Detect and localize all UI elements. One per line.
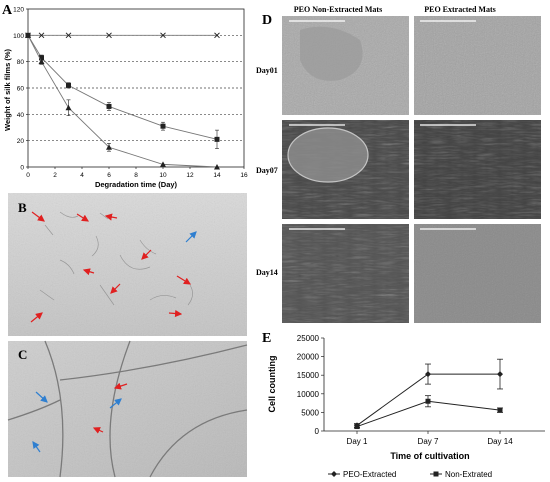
x-tick-label: 10 (159, 172, 167, 179)
series-line-triangle (27, 35, 218, 168)
panel-a-gridlines (28, 34, 244, 142)
panel-e-legend: PEO-Extracted Non-Extrated (328, 470, 492, 479)
point-triangle (214, 164, 220, 170)
series-line-square (356, 400, 501, 428)
panel-a-x-label: Degradation time (Day) (95, 180, 178, 189)
panel-b-letter: B (18, 200, 27, 215)
panel-e-letter: E (262, 331, 271, 346)
y-tick-label: 60 (17, 86, 25, 93)
panel-b-red-arrows (30, 211, 192, 323)
panel-d-row-day01: Day01 (256, 66, 278, 75)
point-square (66, 82, 71, 88)
point-square (39, 55, 44, 61)
y-tick-label: 40 (17, 112, 25, 119)
panel-d-scale-bars (289, 20, 476, 230)
x-tick-label: Day 14 (487, 437, 513, 446)
x-tick-label: Day 7 (418, 437, 439, 446)
point-triangle (38, 58, 45, 65)
point-triangle (25, 32, 31, 38)
panel-a-y-label: Weight of silk films (%) (3, 49, 12, 131)
point-triangle (106, 144, 112, 150)
panel-c-letter: C (18, 347, 27, 362)
point-x (214, 32, 220, 39)
point-square (214, 136, 220, 142)
y-tick-label: 20000 (297, 353, 320, 362)
panel-c: C (7, 340, 248, 478)
x-tick-label: 6 (107, 172, 111, 179)
panel-c-cracks (7, 340, 248, 478)
point-triangle (65, 104, 72, 111)
point-diamond (497, 371, 503, 378)
x-tick-label: 4 (80, 172, 84, 179)
y-tick-label: 25000 (297, 334, 320, 343)
panel-e-y-ticks: 0 5000 10000 15000 20000 25000 (297, 334, 324, 436)
y-tick-label: 20 (17, 138, 25, 145)
panel-a-y-ticks: 0 20 40 60 80 100 120 (13, 7, 28, 172)
point-triangle (160, 161, 166, 167)
panel-b: B (8, 193, 247, 336)
panel-d-row-day14: Day14 (256, 268, 278, 277)
panel-d-col1-header: PEO Non-Extracted Mats (294, 5, 382, 14)
panel-a-series (25, 32, 220, 170)
panel-b-cells (39, 211, 193, 306)
panel-d-col2-header: PEO Extracted Mats (424, 5, 496, 14)
legend-peo-extracted: PEO-Extracted (343, 470, 396, 479)
x-tick-label: 0 (26, 172, 30, 179)
y-tick-label: 0 (315, 427, 320, 436)
panel-c-blue-arrows (32, 391, 122, 453)
legend-square-icon (433, 471, 439, 477)
point-x (160, 32, 166, 39)
legend-non-extrated: Non-Extrated (445, 470, 492, 479)
y-tick-label: 80 (17, 59, 25, 66)
legend-diamond-icon (331, 471, 337, 477)
x-tick-label: 14 (213, 172, 221, 179)
panel-a: A 0 20 40 60 80 100 120 0 2 4 6 8 10 12 14 16 Weight o… (2, 3, 248, 189)
point-x (38, 32, 45, 39)
x-tick-label: 12 (186, 172, 194, 179)
panel-d-letter: D (262, 13, 272, 28)
y-tick-label: 10000 (297, 390, 320, 399)
x-tick-label: 16 (240, 172, 248, 179)
panel-e-series (354, 358, 503, 430)
panel-e-x-label: Time of cultivation (390, 451, 469, 461)
point-square (106, 103, 112, 109)
y-tick-label: 15000 (297, 371, 320, 380)
point-square (160, 123, 166, 129)
x-tick-label: 8 (134, 172, 138, 179)
panel-e-x-ticks: Day 1 Day 7 Day 14 (347, 431, 513, 446)
panel-e-y-label: Cell counting (267, 356, 277, 413)
y-tick-label: 120 (13, 7, 24, 14)
panel-d: D PEO Non-Extracted Mats PEO Extracted M… (256, 5, 541, 323)
panel-b-blue-arrow (185, 231, 197, 243)
y-tick-label: 100 (13, 33, 24, 40)
y-tick-label: 5000 (301, 408, 319, 417)
point-diamond (425, 371, 431, 378)
point-square (497, 407, 503, 413)
x-tick-label: 2 (53, 172, 57, 179)
point-square (354, 424, 360, 430)
point-x (65, 32, 72, 39)
panel-c-red-arrows (92, 382, 128, 434)
point-x (106, 32, 112, 39)
series-line-square (27, 35, 218, 140)
panel-a-letter: A (2, 3, 13, 18)
x-tick-label: Day 1 (347, 437, 368, 446)
y-tick-label: 0 (20, 165, 24, 172)
point-square (425, 398, 431, 404)
panel-d-row-day07: Day07 (256, 166, 278, 175)
